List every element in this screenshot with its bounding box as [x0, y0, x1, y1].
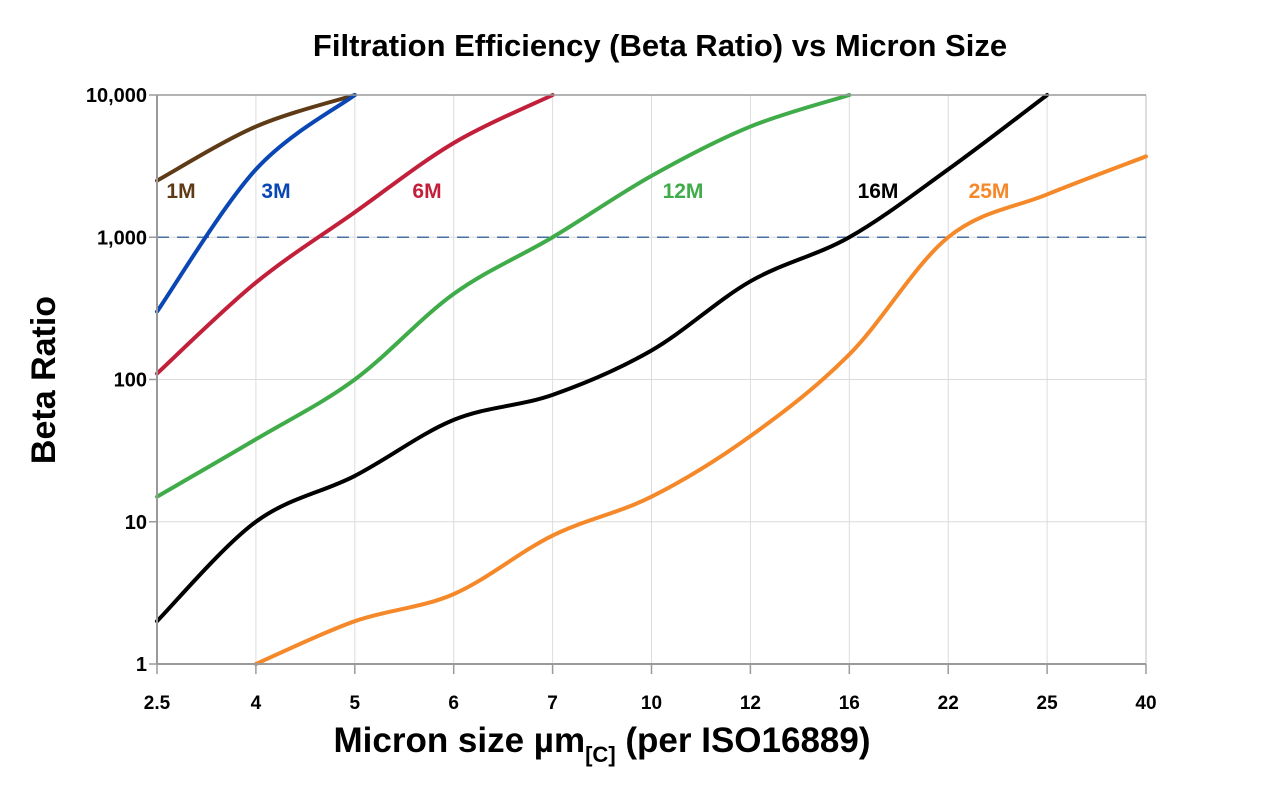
x-tick-label: 4 — [251, 693, 262, 714]
y-tick-label: 100 — [114, 370, 147, 392]
series-line-16M — [155, 93, 1050, 624]
x-tick-label: 25 — [1037, 693, 1059, 714]
x-tick-label: 6 — [448, 693, 459, 714]
y-tick-label: 10 — [125, 512, 147, 534]
x-axis-label-suffix: (per ISO16889) — [616, 721, 871, 760]
x-tick-label: 22 — [938, 693, 959, 714]
chart-title: Filtration Efficiency (Beta Ratio) vs Mi… — [313, 28, 1007, 63]
series-labels: 1M 3M 6M 12M 16M 25M — [166, 180, 1009, 203]
series-label-6M: 6M — [412, 180, 441, 203]
axes: 2.5 4 5 6 7 10 12 16 22 25 40 1 10 100 1,000 10,000 — [86, 85, 1157, 714]
x-tick-label: 16 — [839, 693, 860, 714]
y-axis-label: Beta Ratio — [25, 296, 63, 464]
y-tick-label: 10,000 — [86, 85, 147, 107]
series-label-1M: 1M — [166, 180, 195, 203]
series-label-3M: 3M — [261, 180, 290, 203]
series-group — [155, 93, 1148, 666]
x-tick-label: 40 — [1135, 693, 1156, 714]
series-label-16M: 16M — [858, 180, 899, 203]
series-label-12M: 12M — [663, 180, 704, 203]
y-tick-label: 1,000 — [97, 227, 147, 249]
x-tick-label: 12 — [740, 693, 761, 714]
y-tick-label: 1 — [136, 654, 147, 676]
x-tick-label: 2.5 — [144, 693, 171, 714]
series-line-3M — [155, 93, 357, 314]
x-axis-label-subscript: [C] — [585, 742, 616, 767]
x-axis-label: Micron size µm[C] (per ISO16889) — [333, 721, 870, 767]
x-tick-label: 5 — [350, 693, 361, 714]
x-tick-label: 7 — [547, 693, 558, 714]
x-axis-label-main: Micron size µm — [333, 721, 585, 760]
series-label-25M: 25M — [969, 180, 1010, 203]
x-tick-label: 10 — [641, 693, 662, 714]
series-line-25M — [253, 154, 1148, 666]
series-line-1M — [155, 93, 357, 183]
series-line-12M — [155, 93, 852, 499]
series-line-6M — [155, 93, 555, 376]
